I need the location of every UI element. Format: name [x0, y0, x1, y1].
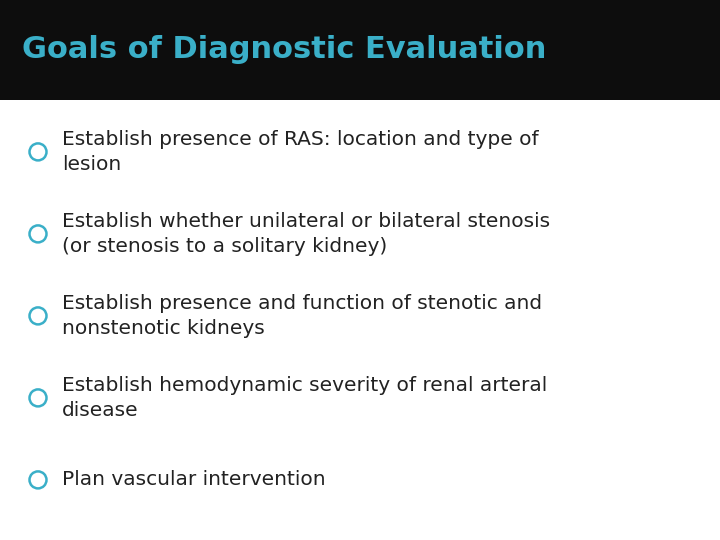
Text: Establish hemodynamic severity of renal arteral
disease: Establish hemodynamic severity of renal …: [62, 376, 547, 420]
Bar: [0, 0, 720, 100]
Text: Establish presence and function of stenotic and
nonstenotic kidneys: Establish presence and function of steno…: [62, 294, 542, 338]
Text: Goals of Diagnostic Evaluation: Goals of Diagnostic Evaluation: [22, 36, 546, 64]
Text: Establish presence of RAS: location and type of
lesion: Establish presence of RAS: location and …: [62, 130, 539, 173]
Text: Establish whether unilateral or bilateral stenosis
(or stenosis to a solitary ki: Establish whether unilateral or bilatera…: [62, 212, 550, 255]
Text: Plan vascular intervention: Plan vascular intervention: [62, 470, 325, 489]
